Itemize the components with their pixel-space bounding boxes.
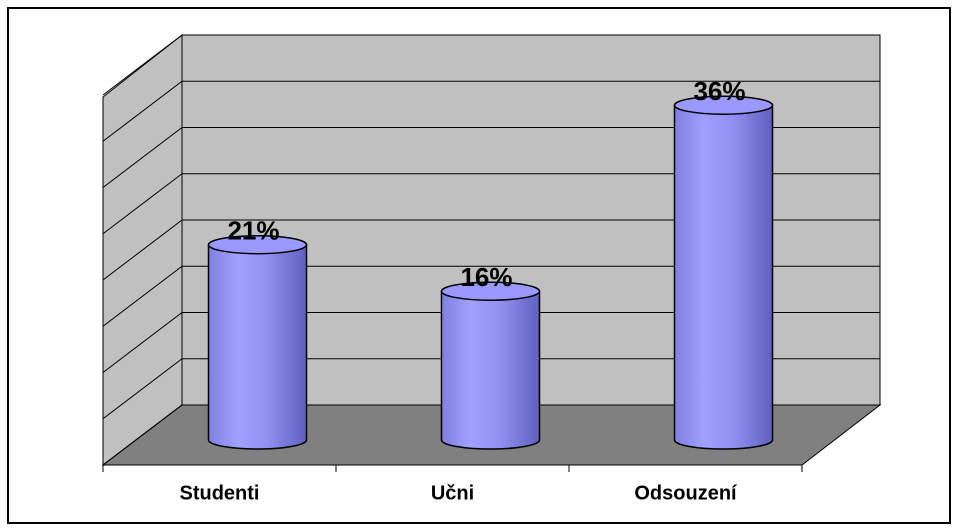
bar [673, 95, 774, 450]
side-grid-line [102, 358, 183, 420]
data-label: 21% [227, 216, 279, 246]
side-grid-line [102, 219, 183, 281]
x-tick-label: Odsouzení [634, 482, 738, 504]
bar-body [440, 290, 541, 450]
bar-top [207, 234, 308, 255]
side-grid-line [102, 127, 183, 188]
side-grid-line [102, 173, 183, 235]
bar-top [440, 281, 541, 301]
x-tick-label: Učni [431, 482, 474, 504]
bar [440, 281, 541, 450]
side-grid-line [102, 34, 183, 96]
data-label: 36% [693, 76, 745, 106]
side-grid-line [102, 265, 183, 327]
side-grid-line [102, 312, 183, 373]
bar-body [207, 243, 308, 450]
data-label: 16% [460, 262, 512, 292]
bars: 21% 16% 36% [207, 76, 774, 450]
bar-body [673, 104, 774, 450]
side-grid-line [102, 404, 183, 466]
bar-top [673, 95, 774, 115]
x-tick-label: Studenti [180, 482, 260, 504]
bar [207, 234, 308, 450]
side-grid-line [102, 80, 183, 142]
